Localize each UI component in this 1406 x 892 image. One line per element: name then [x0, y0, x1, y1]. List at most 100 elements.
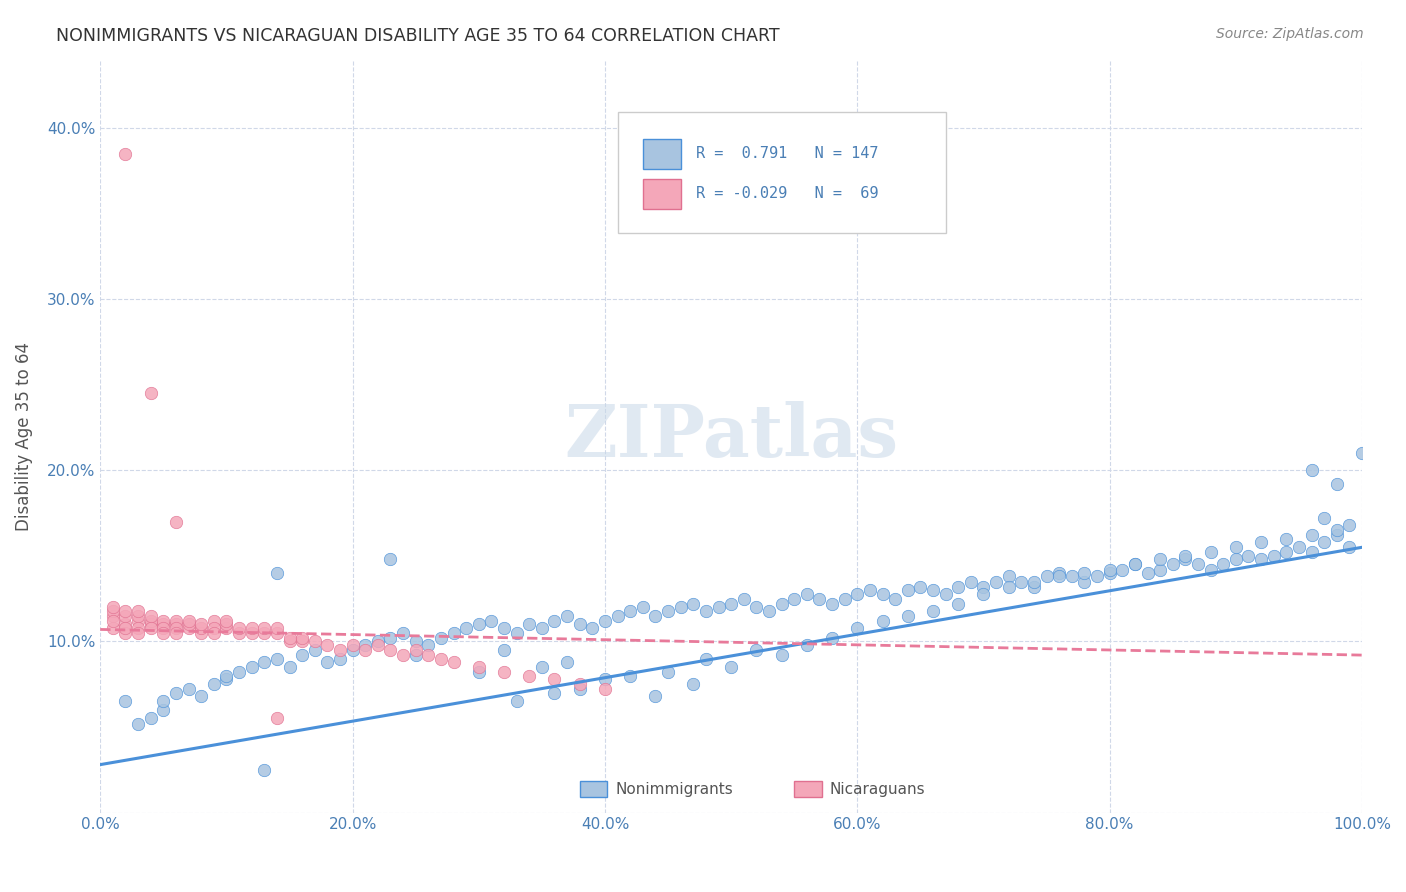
Point	[190, 689, 212, 703]
Point	[228, 621, 250, 635]
Point	[1288, 541, 1310, 555]
Point	[342, 643, 364, 657]
Point	[101, 600, 124, 615]
Y-axis label: Disability Age 35 to 64: Disability Age 35 to 64	[15, 342, 32, 531]
Point	[165, 515, 187, 529]
Point	[177, 682, 200, 697]
Point	[430, 631, 453, 645]
Point	[796, 586, 818, 600]
Point	[1174, 549, 1197, 563]
Point	[1263, 549, 1285, 563]
Point	[568, 677, 591, 691]
Point	[972, 580, 994, 594]
Point	[266, 651, 288, 665]
Text: R = -0.029   N =  69: R = -0.029 N = 69	[696, 186, 879, 201]
Point	[972, 586, 994, 600]
Point	[720, 660, 742, 674]
Text: Nonimmigrants: Nonimmigrants	[614, 781, 733, 797]
Point	[1212, 558, 1234, 572]
Point	[948, 580, 970, 594]
Point	[568, 617, 591, 632]
Point	[897, 608, 920, 623]
Point	[380, 631, 402, 645]
Point	[517, 617, 540, 632]
Point	[468, 665, 491, 680]
Point	[114, 604, 136, 618]
Point	[543, 614, 565, 628]
Point	[530, 660, 553, 674]
Point	[948, 597, 970, 611]
Point	[152, 617, 174, 632]
Point	[278, 660, 301, 674]
Point	[165, 617, 187, 632]
Point	[1022, 574, 1045, 589]
Point	[619, 604, 641, 618]
Text: NONIMMIGRANTS VS NICARAGUAN DISABILITY AGE 35 TO 64 CORRELATION CHART: NONIMMIGRANTS VS NICARAGUAN DISABILITY A…	[56, 27, 780, 45]
Bar	[794, 780, 823, 797]
Point	[1073, 566, 1095, 580]
Point	[240, 621, 263, 635]
Point	[543, 672, 565, 686]
Bar	[579, 780, 607, 797]
Point	[291, 631, 314, 645]
Point	[505, 694, 527, 708]
Point	[910, 580, 932, 594]
Point	[1123, 558, 1146, 572]
Point	[380, 643, 402, 657]
Point	[165, 621, 187, 635]
Point	[190, 621, 212, 635]
Point	[253, 655, 276, 669]
Point	[834, 591, 856, 606]
Point	[1326, 477, 1348, 491]
Point	[935, 586, 957, 600]
Point	[770, 597, 793, 611]
Point	[619, 668, 641, 682]
Point	[291, 634, 314, 648]
Point	[1339, 541, 1361, 555]
Point	[354, 643, 377, 657]
Point	[101, 621, 124, 635]
Point	[114, 625, 136, 640]
Text: Nicaraguans: Nicaraguans	[830, 781, 925, 797]
Point	[1035, 569, 1057, 583]
Point	[177, 614, 200, 628]
Point	[695, 651, 717, 665]
Point	[253, 625, 276, 640]
Point	[606, 608, 628, 623]
Point	[669, 600, 692, 615]
Point	[190, 625, 212, 640]
Bar	[643, 178, 681, 209]
Point	[758, 604, 780, 618]
Point	[1111, 563, 1133, 577]
Point	[1136, 566, 1159, 580]
Point	[405, 643, 427, 657]
Point	[127, 608, 149, 623]
Point	[266, 625, 288, 640]
Point	[202, 677, 225, 691]
Point	[1351, 446, 1374, 460]
Point	[139, 617, 162, 632]
Point	[682, 597, 704, 611]
Point	[316, 655, 339, 669]
Point	[253, 621, 276, 635]
Point	[1010, 574, 1032, 589]
Point	[872, 614, 894, 628]
Point	[253, 763, 276, 777]
Point	[997, 569, 1019, 583]
Point	[543, 686, 565, 700]
Point	[139, 386, 162, 401]
Point	[367, 638, 389, 652]
Point	[644, 689, 666, 703]
Point	[695, 604, 717, 618]
Point	[1085, 569, 1108, 583]
Point	[240, 660, 263, 674]
Point	[139, 608, 162, 623]
Point	[1047, 569, 1070, 583]
Point	[1199, 545, 1222, 559]
Point	[1161, 558, 1184, 572]
Point	[152, 625, 174, 640]
Point	[127, 716, 149, 731]
Point	[114, 146, 136, 161]
Point	[707, 600, 730, 615]
Point	[644, 608, 666, 623]
